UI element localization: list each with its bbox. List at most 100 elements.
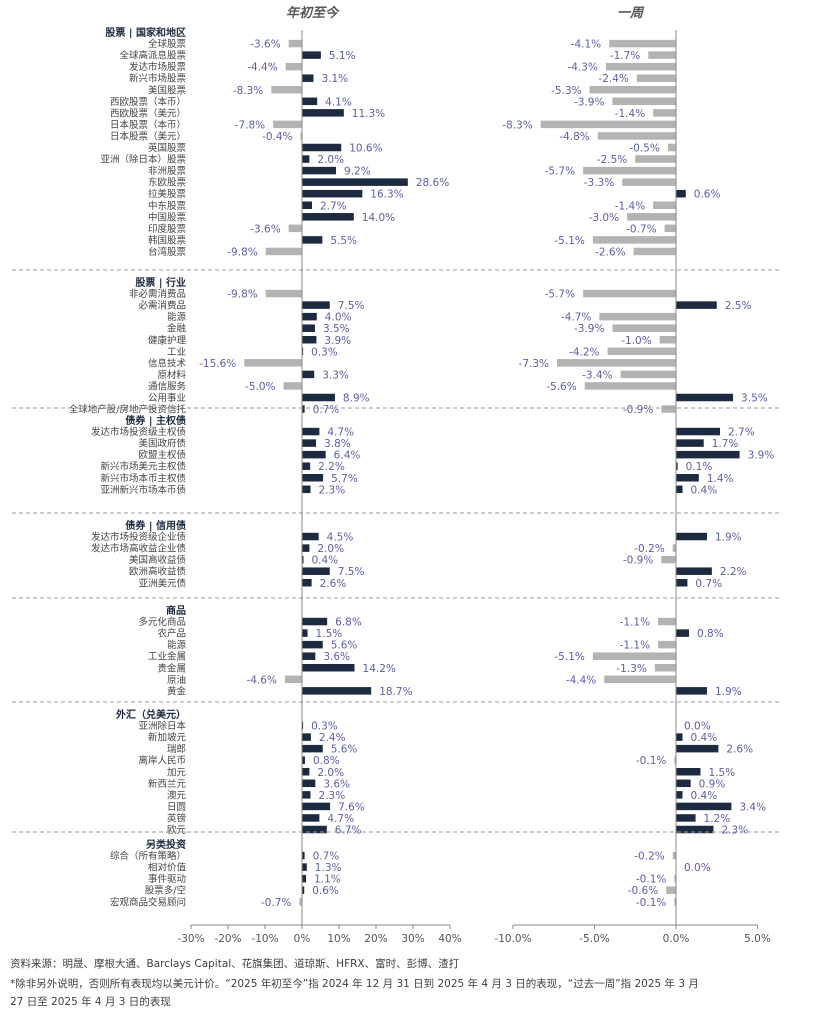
ytd-value-label: 3.8%: [324, 438, 351, 450]
ytd-bar: [302, 312, 317, 321]
week-value-label: 0.0%: [684, 721, 711, 733]
week-value-label: 0.4%: [691, 484, 718, 496]
week-bar: [676, 189, 686, 198]
ytd-value-label: -5.0%: [245, 381, 275, 393]
footnote-line-2: 27 日至 2025 年 4 月 3 日的表现: [10, 996, 171, 1008]
week-bar: [676, 301, 717, 309]
ytd-bar: [302, 555, 304, 564]
row-label: 离岸人民币: [138, 755, 186, 767]
week-value-label: 0.7%: [695, 578, 722, 590]
week-bar: [676, 825, 714, 834]
ytd-tick-label: -30%: [177, 933, 204, 945]
week-value-label: -0.6%: [628, 885, 658, 897]
ytd-value-label: 2.3%: [319, 484, 346, 496]
row-label: 发达市场高收益企业债: [91, 543, 187, 555]
week-bar: [676, 393, 734, 402]
ytd-value-label: 7.5%: [338, 566, 365, 578]
ytd-bar: [302, 874, 307, 883]
week-bar: [648, 51, 676, 59]
ytd-bar: [302, 347, 304, 356]
group-title: 外汇（兑美元）: [115, 708, 186, 721]
ytd-bar: [299, 898, 302, 906]
week-bar: [635, 155, 676, 163]
ytd-value-label: 0.3%: [311, 721, 338, 733]
ytd-bar: [302, 201, 312, 209]
week-value-label: -5.1%: [554, 651, 584, 663]
ytd-bar: [302, 721, 304, 730]
row-label: 新兴市场股票: [129, 73, 187, 85]
week-bar: [674, 756, 676, 764]
week-bar: [612, 97, 676, 106]
row-label: 西欧股票（美元）: [110, 107, 186, 119]
week-bar: [676, 567, 712, 575]
ytd-bar: [302, 791, 311, 799]
ytd-bar: [302, 336, 317, 344]
week-value-label: -4.1%: [571, 39, 601, 51]
week-bar: [676, 744, 719, 753]
week-value-label: -3.4%: [582, 369, 612, 381]
ytd-value-label: 6.7%: [335, 825, 362, 837]
ytd-bar: [302, 166, 337, 175]
ytd-value-label: 9.2%: [344, 166, 371, 178]
row-label: 印度股票: [148, 223, 187, 235]
week-value-label: -5.6%: [546, 381, 576, 393]
ytd-bar: [302, 768, 310, 776]
week-bar: [612, 324, 676, 332]
ytd-bar: [302, 617, 328, 626]
row-label: 欧洲高收益债: [129, 566, 187, 578]
week-bar: [557, 359, 676, 367]
ytd-bar: [302, 439, 317, 447]
ytd-bar: [302, 779, 316, 788]
week-value-label: 2.5%: [725, 300, 752, 312]
chart-axes: -30% -20% -10% 0% 10% 20% 30% 40% -10.0% -5.0% 0.0…: [177, 30, 771, 945]
ytd-value-label: -9.8%: [227, 246, 257, 258]
ytd-value-label: 0.4%: [311, 555, 338, 567]
week-bar: [676, 485, 683, 494]
ytd-bar: [302, 886, 305, 894]
ytd-value-label: 7.6%: [338, 801, 365, 813]
week-value-label: 0.0%: [684, 862, 711, 874]
week-value-label: -1.1%: [620, 640, 650, 652]
ytd-bar: [302, 825, 327, 834]
week-bar: [672, 851, 676, 860]
ytd-value-label: 10.6%: [349, 143, 382, 155]
ytd-tick-label: -20%: [214, 933, 241, 945]
ytd-value-label: 6.4%: [334, 450, 361, 462]
week-bar: [607, 347, 676, 356]
ytd-bar: [302, 756, 305, 764]
week-bar: [622, 178, 676, 186]
week-value-label: -5.7%: [545, 289, 575, 301]
week-bar: [676, 802, 732, 811]
ytd-value-label: 0.7%: [313, 851, 340, 863]
ytd-bar: [302, 863, 307, 871]
week-bar: [609, 39, 676, 48]
week-tick-label: -10.0%: [494, 933, 531, 945]
row-label: 宏观商品交易顾问: [110, 896, 186, 908]
row-label: 欧元: [167, 824, 187, 836]
ytd-tick-label: 30%: [401, 933, 424, 945]
ytd-value-label: 0.3%: [311, 346, 338, 358]
week-value-label: 3.9%: [748, 450, 775, 462]
ytd-value-label: 4.5%: [327, 532, 354, 544]
week-bar: [589, 86, 676, 94]
week-value-label: 2.7%: [728, 427, 755, 439]
ytd-value-label: -0.7%: [261, 897, 291, 909]
week-value-label: -3.9%: [574, 96, 604, 108]
week-value-label: 2.6%: [726, 744, 753, 756]
ytd-bar: [285, 62, 302, 71]
week-bar: [676, 779, 691, 788]
ytd-bar: [302, 652, 316, 660]
row-label: 农产品: [157, 628, 186, 640]
week-bar: [658, 640, 676, 649]
week-value-label: -1.4%: [615, 108, 645, 120]
week-bar: [540, 120, 676, 129]
week-value-label: 2.3%: [721, 825, 748, 837]
row-label: 亚洲美元债: [138, 577, 186, 589]
ytd-value-label: 18.7%: [379, 686, 412, 698]
row-label: 亚洲除日本: [138, 720, 186, 732]
week-bar: [666, 886, 676, 894]
row-label: 通信服务: [148, 380, 187, 392]
ytd-value-label: 1.5%: [316, 628, 343, 640]
group-title: 另类投资: [146, 838, 186, 851]
